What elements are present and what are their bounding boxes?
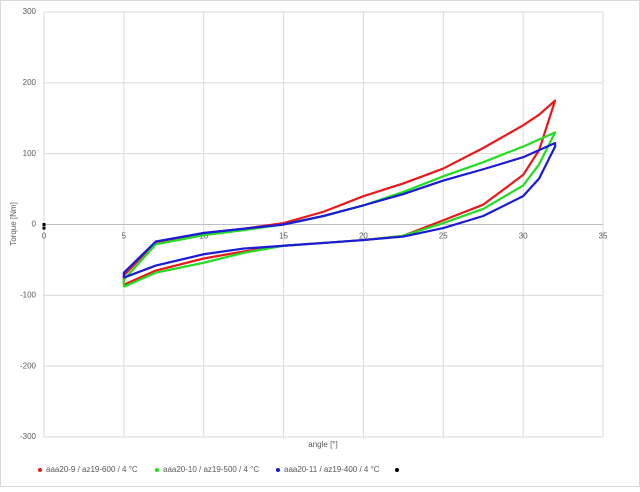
x-tick-label: 30 [519, 232, 528, 241]
legend-label: aaa20-10 / az19-500 / 4 °C [163, 465, 259, 474]
legend-marker [155, 468, 159, 472]
y-tick-label: 200 [23, 78, 37, 87]
y-tick-label: 0 [32, 220, 37, 229]
x-tick-label: 25 [439, 232, 448, 241]
x-tick-label: 35 [599, 232, 608, 241]
y-tick-label: -100 [20, 290, 37, 299]
y-axis-title: Torque [Nm] [9, 202, 18, 246]
point [42, 226, 46, 230]
legend-label: aaa20-11 / az19-400 / 4 °C [284, 465, 380, 474]
legend-marker [395, 468, 399, 472]
point [42, 223, 46, 226]
y-tick-label: -200 [20, 361, 37, 370]
legend-marker [38, 468, 42, 472]
legend-marker [276, 468, 280, 472]
series-line [122, 141, 557, 279]
x-axis-title: angle [°] [308, 440, 337, 449]
x-tick-label: 15 [279, 232, 288, 241]
y-tick-label: -300 [20, 432, 37, 441]
x-tick-label: 5 [122, 232, 127, 241]
legend-label: aaa20-9 / az19-600 / 4 °C [46, 465, 138, 474]
x-tick-label: 0 [42, 232, 47, 241]
x-tick-label: 20 [359, 232, 368, 241]
y-tick-label: 100 [23, 149, 37, 158]
y-tick-label: 300 [23, 7, 37, 16]
